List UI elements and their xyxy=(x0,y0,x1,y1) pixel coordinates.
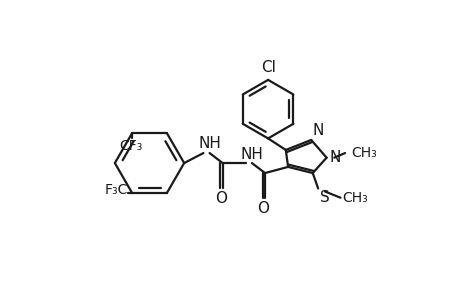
Text: CH₃: CH₃ xyxy=(341,191,367,205)
Text: N: N xyxy=(312,123,324,138)
Text: F₃C: F₃C xyxy=(105,183,128,197)
Text: Cl: Cl xyxy=(260,60,275,75)
Text: CH₃: CH₃ xyxy=(351,146,376,160)
Text: O: O xyxy=(257,201,269,216)
Text: S: S xyxy=(319,190,329,205)
Text: NH: NH xyxy=(198,136,220,152)
Text: CF₃: CF₃ xyxy=(119,139,142,153)
Text: O: O xyxy=(215,191,227,206)
Text: NH: NH xyxy=(240,146,263,161)
Text: N: N xyxy=(329,150,340,165)
